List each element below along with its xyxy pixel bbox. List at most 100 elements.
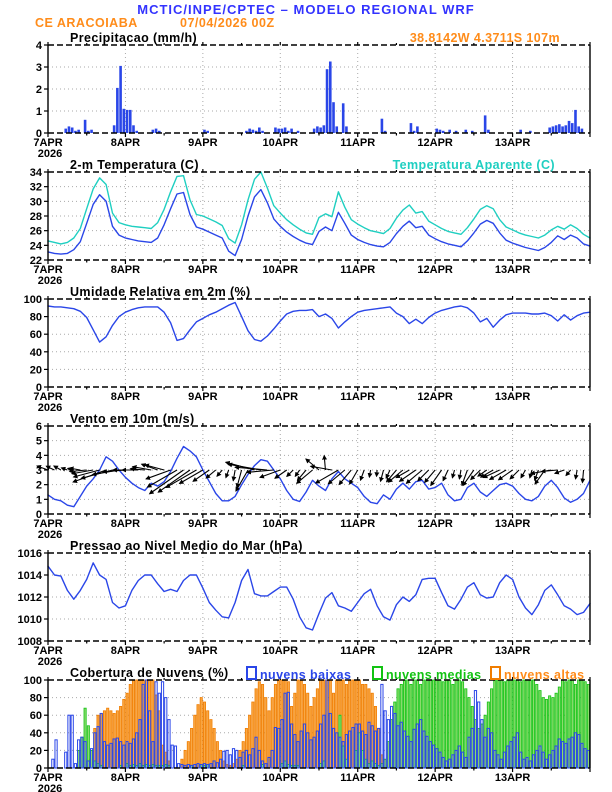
svg-text:1010: 1010 (18, 614, 42, 626)
precip-axis-labels: 0 1 2 3 4 7APR 8APR 9APR 10APR 11APR 12APR 13APR 202… (33, 40, 530, 157)
station-name: CE ARACOIABA (35, 16, 138, 30)
svg-text:2: 2 (36, 480, 42, 492)
svg-text:8APR: 8APR (111, 264, 140, 276)
svg-text:10APR: 10APR (263, 518, 299, 530)
svg-text:12APR: 12APR (417, 645, 453, 657)
svg-text:100: 100 (24, 294, 42, 306)
humidity-title: Umidade Relativa em 2m (%) (70, 285, 251, 299)
svg-text:11APR: 11APR (340, 772, 375, 784)
svg-text:20: 20 (30, 364, 42, 376)
nuvens-medias-swatch-icon (372, 666, 383, 680)
temperature-title: 2-m Temperatura (C) (70, 158, 199, 172)
svg-text:28: 28 (30, 211, 42, 223)
svg-text:80: 80 (30, 312, 42, 324)
svg-text:9APR: 9APR (188, 518, 217, 530)
svg-text:80: 80 (30, 693, 42, 705)
precip-series (64, 61, 584, 133)
temp-series (47, 171, 591, 257)
svg-text:8APR: 8APR (111, 645, 140, 657)
svg-text:2026: 2026 (38, 275, 62, 284)
panel-precipitation: Precipitacao (mm/h) 38.8142W 4.3711S 107… (0, 30, 612, 157)
panel-humidity: Umidade Relativa em 2m (%) 0 20 40 60 80 100 7… (0, 284, 612, 411)
svg-text:13APR: 13APR (495, 645, 531, 657)
svg-text:0: 0 (36, 382, 42, 394)
svg-text:0: 0 (36, 509, 42, 521)
clouds-axis-labels: 0 20 40 60 80 100 7APR 8APR 9APR 10APR 11APR 12APR 1… (24, 675, 531, 792)
svg-text:22: 22 (30, 255, 42, 267)
svg-text:4: 4 (36, 450, 43, 462)
svg-text:9APR: 9APR (188, 391, 217, 403)
svg-text:6: 6 (36, 421, 42, 433)
pressure-series (47, 562, 591, 631)
nuvens-altas-swatch-icon (490, 666, 501, 680)
svg-text:1016: 1016 (18, 548, 42, 560)
svg-text:2026: 2026 (38, 402, 62, 411)
svg-text:40: 40 (30, 728, 42, 740)
svg-text:10APR: 10APR (263, 264, 299, 276)
cloud-series-outline_blue (51, 679, 590, 769)
svg-text:2026: 2026 (38, 656, 62, 665)
svg-text:12APR: 12APR (417, 772, 453, 784)
svg-text:7APR: 7APR (33, 645, 62, 657)
svg-text:34: 34 (30, 167, 43, 179)
svg-text:30: 30 (30, 196, 42, 208)
legend-nuvens-altas: nuvens altas (490, 666, 585, 682)
wind-frame (44, 423, 591, 518)
svg-text:9APR: 9APR (188, 264, 217, 276)
pressure-frame (44, 550, 591, 645)
svg-text:7APR: 7APR (33, 137, 62, 149)
pressure-grid (48, 553, 590, 641)
svg-text:13APR: 13APR (495, 264, 531, 276)
svg-text:1: 1 (36, 106, 42, 118)
pressure-chart: 1008 1010 1012 1014 1016 7APR 8APR 9APR 10APR 11A… (18, 548, 591, 665)
humidity-frame (44, 296, 591, 391)
svg-text:9APR: 9APR (188, 137, 217, 149)
clouds-series (51, 679, 590, 769)
precip-chart: 0 1 2 3 4 7APR 8APR 9APR 10APR 11APR 12APR 13APR 202… (33, 40, 591, 157)
svg-text:3: 3 (36, 62, 42, 74)
humidity-chart: 0 20 40 60 80 100 7APR 8APR 9APR 10APR 11APR 12APR 1… (24, 294, 591, 411)
nuvens-baixas-swatch-icon (246, 666, 257, 680)
svg-text:1008: 1008 (18, 636, 42, 648)
svg-text:4: 4 (36, 40, 43, 52)
svg-text:12APR: 12APR (417, 137, 453, 149)
svg-text:11APR: 11APR (340, 137, 375, 149)
svg-text:2: 2 (36, 84, 42, 96)
svg-text:2026: 2026 (38, 783, 62, 792)
legend-nuvens-baixas: nuvens baixas (246, 666, 351, 682)
wind-axis-labels: 0 1 2 3 4 5 6 7APR 8APR 9APR 10APR 11APR 12APR 13APR 2… (33, 421, 530, 538)
panel-clouds: Cobertura de Nuvens (%) nuvens baixas nu… (0, 665, 612, 792)
precip-frame (44, 42, 591, 137)
svg-text:13APR: 13APR (495, 772, 531, 784)
svg-text:8APR: 8APR (111, 772, 140, 784)
svg-text:9APR: 9APR (188, 772, 217, 784)
precip-grid (48, 45, 590, 133)
svg-text:2026: 2026 (38, 148, 62, 157)
clouds-chart: 0 20 40 60 80 100 7APR 8APR 9APR 10APR 11APR 12APR 1… (24, 675, 591, 792)
svg-text:8APR: 8APR (111, 518, 140, 530)
panel-temperature: 2-m Temperatura (C) Temperatura Aparente… (0, 157, 612, 284)
temp-grid (48, 172, 590, 260)
clouds-title: Cobertura de Nuvens (%) (70, 666, 229, 680)
svg-text:7APR: 7APR (33, 518, 62, 530)
svg-text:10APR: 10APR (263, 391, 299, 403)
wind-series (47, 445, 591, 508)
station-coordinates: 38.8142W 4.3711S 107m (409, 31, 560, 45)
svg-text:10APR: 10APR (263, 772, 299, 784)
svg-text:32: 32 (30, 182, 42, 194)
svg-text:5: 5 (36, 436, 42, 448)
svg-text:26: 26 (30, 226, 42, 238)
svg-text:11APR: 11APR (340, 645, 375, 657)
svg-text:10APR: 10APR (263, 137, 299, 149)
panel-pressure: Pressao ao Nivel Medio do Mar (hPa) 1008… (0, 538, 612, 665)
svg-text:12APR: 12APR (417, 264, 453, 276)
svg-text:1: 1 (36, 494, 42, 506)
svg-text:8APR: 8APR (111, 391, 140, 403)
svg-text:60: 60 (30, 710, 42, 722)
svg-text:0: 0 (36, 763, 42, 775)
model-run-datetime: 07/04/2026 00Z (180, 16, 275, 30)
svg-text:9APR: 9APR (188, 645, 217, 657)
apparent-temperature-legend: Temperatura Aparente (C) (392, 158, 555, 172)
svg-text:7APR: 7APR (33, 772, 62, 784)
